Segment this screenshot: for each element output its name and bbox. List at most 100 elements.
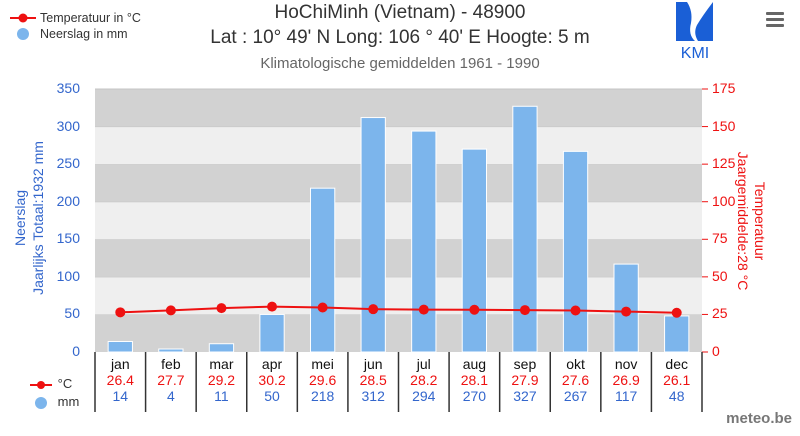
temp-value: 28.5 — [359, 372, 387, 388]
svg-text:KMI: KMI — [681, 45, 709, 61]
temperature-point — [368, 304, 379, 315]
right-axis-tick: 0 — [712, 343, 720, 359]
precip-unit-label: mm — [57, 394, 80, 409]
chart-subtitle: Klimatologische gemiddelden 1961 - 1990 — [260, 55, 540, 72]
precip-value: 218 — [310, 388, 335, 404]
precip-value: 4 — [166, 388, 175, 404]
temperature-point — [570, 305, 581, 316]
month-column: mar 29.2 11 — [196, 356, 246, 404]
month-column: jan 26.4 14 — [95, 356, 145, 404]
legend-item-temperature[interactable]: Temperatuur in °C — [10, 10, 141, 26]
chart-title-coordinates: Lat : 10° 49' N Long: 106 ° 40' E Hoogte… — [210, 27, 590, 48]
chart-title: HoChiMinh (Vietnam) - 48900 — [274, 2, 526, 23]
hamburger-menu-icon[interactable] — [766, 12, 784, 30]
left-axis-tick: 100 — [56, 267, 80, 284]
month-label: dec — [665, 356, 688, 372]
right-axis-tick: 125 — [712, 155, 736, 172]
precip-value: 11 — [214, 388, 229, 404]
month-label: nov — [614, 356, 638, 372]
left-axis-title-line2: Jaarlijks Totaal:1932 mm — [30, 141, 46, 295]
table-legend-temp: °C — [30, 376, 72, 391]
kmi-logo: KMI — [673, 1, 717, 62]
month-column: jun 28.5 312 — [348, 356, 398, 404]
legend-item-precipitation[interactable]: Neerslag in mm — [10, 26, 141, 42]
precip-bar — [158, 348, 184, 353]
temp-value: 30.2 — [258, 372, 286, 388]
month-column: nov 26.9 117 — [601, 356, 651, 404]
temp-value: 29.6 — [309, 372, 337, 388]
grid-band — [95, 201, 702, 240]
month-label: apr — [261, 356, 283, 372]
temp-unit-label: °C — [57, 376, 73, 391]
circle-marker-icon — [35, 396, 47, 409]
left-axis-title-line1: Neerslag — [12, 189, 28, 247]
temp-value: 28.2 — [410, 372, 438, 388]
month-label: aug — [462, 356, 487, 372]
left-axis-tick: 50 — [64, 305, 80, 322]
month-label: sep — [513, 356, 537, 372]
right-axis-tick: 175 — [712, 80, 736, 96]
temperature-point — [519, 305, 530, 316]
precip-bar — [309, 187, 336, 353]
temperature-point — [418, 304, 429, 315]
left-axis-tick: 350 — [56, 80, 80, 96]
temperature-point — [165, 305, 176, 316]
temp-value: 26.1 — [663, 372, 691, 388]
left-axis-tick: 300 — [56, 117, 80, 134]
table-legend-precip: mm — [30, 394, 79, 410]
month-column: jul 28.2 294 — [399, 356, 449, 404]
month-column: okt 27.6 267 — [551, 356, 601, 404]
temp-value: 27.9 — [511, 372, 539, 388]
precip-value: 14 — [112, 388, 129, 404]
month-column: mei 29.6 218 — [298, 356, 348, 404]
month-label: mei — [311, 356, 334, 372]
precip-bar — [360, 117, 386, 353]
right-axis-tick: 50 — [712, 267, 728, 284]
month-column: dec 26.1 48 — [652, 356, 702, 404]
grid-band — [95, 164, 702, 202]
line-marker-icon — [10, 11, 40, 25]
temperature-point — [267, 301, 278, 312]
temperature-point — [115, 307, 126, 318]
left-axis-tick: 0 — [72, 343, 80, 359]
temp-value: 26.4 — [106, 372, 134, 388]
temperature-point — [317, 302, 328, 313]
precip-bar — [562, 150, 589, 353]
temperature-point — [671, 307, 682, 318]
precip-bar — [411, 130, 437, 353]
temperature-point — [469, 304, 480, 315]
right-axis-tick: 100 — [712, 192, 736, 209]
precip-value: 117 — [614, 388, 638, 404]
month-column: aug 28.1 270 — [449, 356, 499, 404]
precip-bar — [107, 340, 133, 353]
month-label: feb — [161, 356, 181, 372]
right-axis-tick: 25 — [712, 305, 728, 322]
grid-band — [95, 276, 702, 315]
precip-value: 327 — [513, 388, 537, 404]
grid-band — [95, 314, 702, 352]
temp-value: 26.9 — [612, 372, 640, 388]
temperature-line — [120, 305, 677, 314]
legend-label-temperature: Temperatuur in °C — [40, 11, 141, 25]
month-column: sep 27.9 327 — [500, 356, 550, 404]
month-label: jan — [110, 356, 130, 372]
precip-value: 267 — [563, 388, 588, 404]
precip-value: 294 — [412, 388, 436, 404]
right-axis-tick: 150 — [712, 117, 736, 134]
month-column: apr 30.2 50 — [247, 356, 297, 404]
temp-value: 28.1 — [460, 372, 488, 388]
month-label: okt — [566, 356, 585, 372]
chart-legend: Temperatuur in °C Neerslag in mm — [10, 10, 141, 42]
temperature-point — [621, 306, 632, 317]
precip-value: 270 — [462, 388, 487, 404]
temp-value: 29.2 — [207, 372, 236, 388]
left-axis-tick: 250 — [56, 155, 80, 172]
left-axis-tick: 150 — [56, 230, 80, 247]
legend-label-precipitation: Neerslag in mm — [40, 27, 128, 41]
month-label: jul — [416, 356, 431, 372]
credit-link[interactable]: meteo.be — [726, 410, 792, 427]
precip-bar — [461, 148, 488, 353]
grid-band — [95, 239, 702, 277]
right-axis-title-line1: Temperatuur — [752, 181, 768, 261]
